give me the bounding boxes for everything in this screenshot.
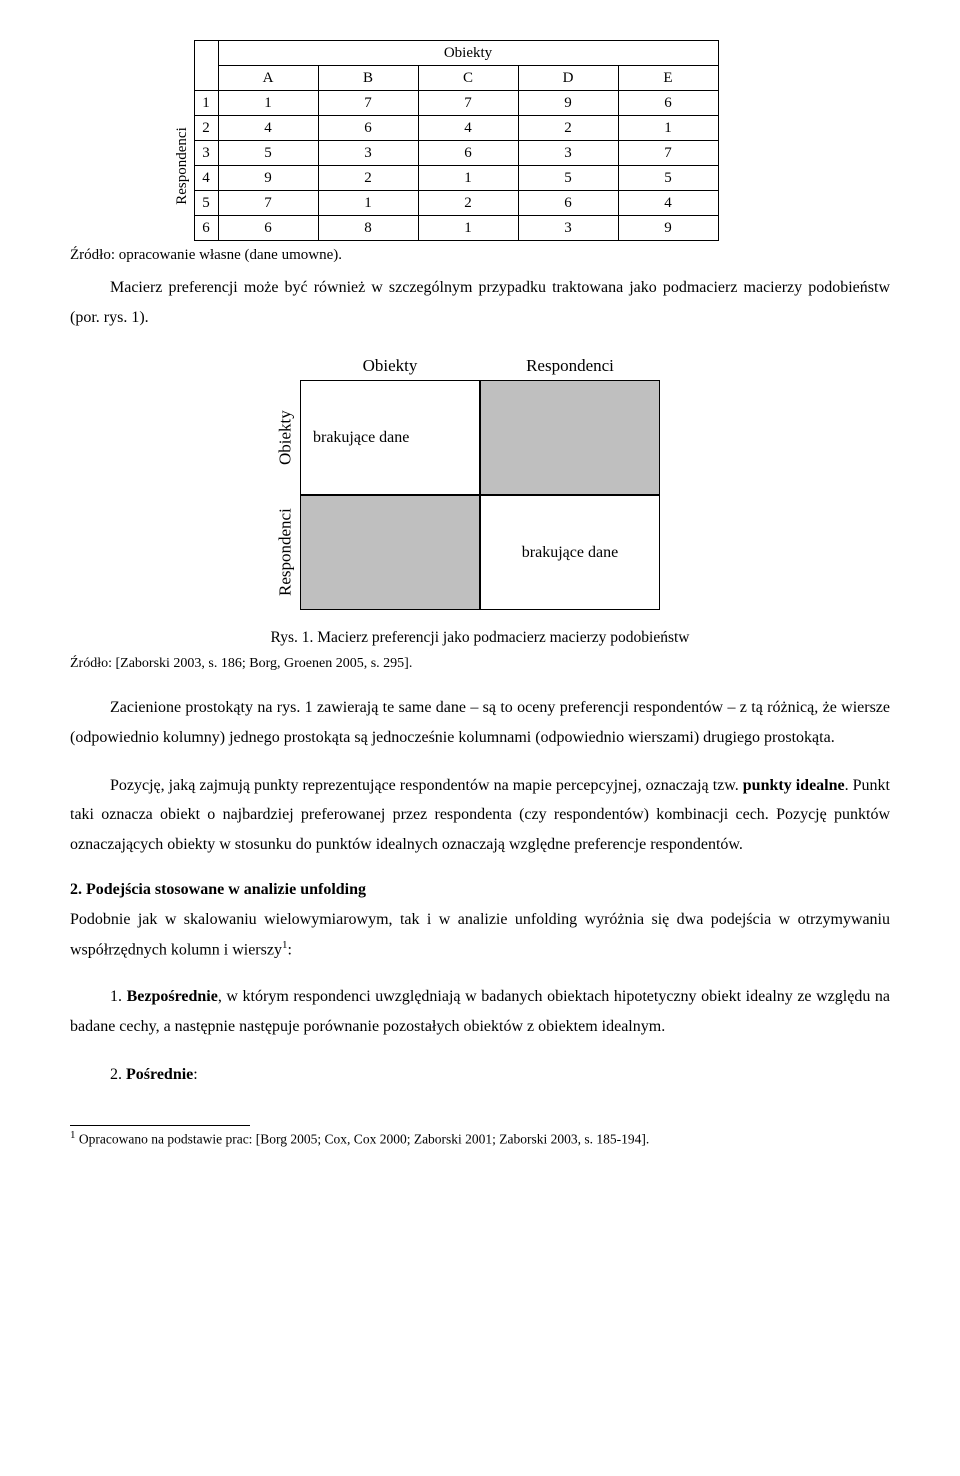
- diagram-cell-shaded: [480, 380, 660, 495]
- row-label: 2: [194, 116, 218, 141]
- text-run: :: [287, 941, 291, 958]
- diagram-top-right-label: Respondenci: [480, 352, 660, 380]
- table-cell: 7: [618, 141, 718, 166]
- diagram-top-left-label: Obiekty: [300, 352, 480, 380]
- table-cell: 4: [618, 191, 718, 216]
- table-cell: 1: [618, 116, 718, 141]
- col-header: A: [218, 66, 318, 91]
- table-cell: 5: [218, 141, 318, 166]
- diagram-cell-missing: brakujące dane: [480, 495, 660, 610]
- table-cell: 1: [218, 91, 318, 116]
- text-run: 2.: [110, 1066, 126, 1083]
- table-cell: 2: [418, 191, 518, 216]
- paragraph: Macierz preferencji może być również w s…: [70, 273, 890, 332]
- diagram-cell-shaded: [300, 495, 480, 610]
- table-cell: 4: [218, 116, 318, 141]
- table-cell: 7: [318, 91, 418, 116]
- table-cell: 2: [318, 166, 418, 191]
- paragraph: Zacienione prostokąty na rys. 1 zawieraj…: [70, 693, 890, 752]
- col-header: E: [618, 66, 718, 91]
- table-source: Źródło: opracowanie własne (dane umowne)…: [70, 243, 890, 267]
- table-cell: 3: [518, 216, 618, 241]
- row-label: 5: [194, 191, 218, 216]
- table-cell: 3: [518, 141, 618, 166]
- table-cell: 6: [218, 216, 318, 241]
- term-indirect: Pośrednie: [126, 1066, 193, 1083]
- section-heading: 2. Podejścia stosowane w analizie unfold…: [70, 877, 890, 903]
- text-run: :: [193, 1066, 197, 1083]
- table-cell: 9: [218, 166, 318, 191]
- table-cell: 3: [318, 141, 418, 166]
- paragraph: Pozycję, jaką zajmują punkty reprezentuj…: [70, 771, 890, 860]
- diagram-cell-missing: brakujące dane: [300, 380, 480, 495]
- footnote: 1 Opracowano na podstawie prac: [Borg 20…: [70, 1128, 890, 1149]
- figure-source: Źródło: [Zaborski 2003, s. 186; Borg, Gr…: [70, 653, 890, 675]
- table-row: 3 5 3 6 3 7: [170, 141, 718, 166]
- table-cell: 2: [518, 116, 618, 141]
- footnote-text: Opracowano na podstawie prac: [Borg 2005…: [76, 1132, 650, 1147]
- text-run: Podobnie jak w skalowaniu wielowymiarowy…: [70, 911, 890, 958]
- diagram-side-top-label: Obiekty: [270, 380, 300, 495]
- preference-matrix-table: Obiekty A B C D E Respondenci 1 1 7 7 9 …: [170, 40, 719, 241]
- table-cell: 7: [418, 91, 518, 116]
- table-cell: 1: [418, 166, 518, 191]
- footnote-separator: [70, 1125, 250, 1126]
- col-header: B: [318, 66, 418, 91]
- term-direct: Bezpośrednie: [127, 988, 218, 1005]
- table-cell: 7: [218, 191, 318, 216]
- similarity-matrix-diagram: Obiekty Respondenci Obiekty brakujące da…: [270, 352, 690, 610]
- text-run: Pozycję, jaką zajmują punkty reprezentuj…: [110, 777, 743, 794]
- side-label: Respondenci: [170, 127, 194, 204]
- table-cell: 1: [418, 216, 518, 241]
- table-cell: 6: [418, 141, 518, 166]
- table-cell: 6: [318, 116, 418, 141]
- term-ideal-points: punkty idealne: [743, 777, 845, 794]
- table-row: 4 9 2 1 5 5: [170, 166, 718, 191]
- row-label: 6: [194, 216, 218, 241]
- table-cell: 4: [418, 116, 518, 141]
- table-cell: 5: [518, 166, 618, 191]
- table-super-header: Obiekty: [218, 41, 718, 66]
- table-cell: 1: [318, 191, 418, 216]
- table-cell: 8: [318, 216, 418, 241]
- table-cell: 6: [518, 191, 618, 216]
- table-row: 5 7 1 2 6 4: [170, 191, 718, 216]
- table-cell: 9: [618, 216, 718, 241]
- table-cell: 9: [518, 91, 618, 116]
- col-header: D: [518, 66, 618, 91]
- row-label: 3: [194, 141, 218, 166]
- table-row: Respondenci 1 1 7 7 9 6: [170, 91, 718, 116]
- table-cell: 6: [618, 91, 718, 116]
- row-label: 4: [194, 166, 218, 191]
- table-row: 2 4 6 4 2 1: [170, 116, 718, 141]
- row-label: 1: [194, 91, 218, 116]
- diagram-side-bottom-label: Respondenci: [270, 495, 300, 610]
- list-item: 1. Bezpośrednie, w którym respondenci uw…: [70, 982, 890, 1041]
- col-header: C: [418, 66, 518, 91]
- list-item: 2. Pośrednie:: [70, 1060, 890, 1090]
- table-row: 6 6 8 1 3 9: [170, 216, 718, 241]
- text-run: 1.: [110, 988, 127, 1005]
- figure-caption: Rys. 1. Macierz preferencji jako podmaci…: [70, 626, 890, 651]
- paragraph: Podobnie jak w skalowaniu wielowymiarowy…: [70, 905, 890, 965]
- table-cell: 5: [618, 166, 718, 191]
